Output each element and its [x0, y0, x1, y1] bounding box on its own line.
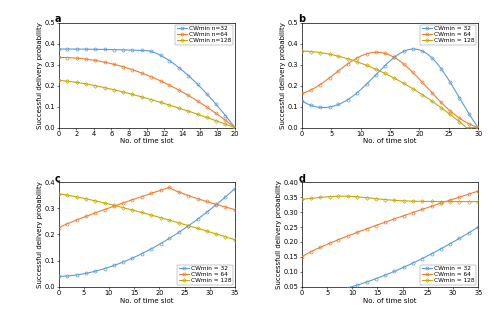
Text: b: b	[298, 14, 305, 24]
Y-axis label: Successfull delivery probability: Successfull delivery probability	[276, 180, 282, 289]
Legend: CWmin = 32, CWmin = 64, CWmin = 128: CWmin = 32, CWmin = 64, CWmin = 128	[420, 265, 476, 285]
Text: a: a	[55, 14, 61, 24]
X-axis label: No. of time slot: No. of time slot	[364, 298, 417, 304]
Y-axis label: Successful delivery probability: Successful delivery probability	[37, 181, 43, 288]
Y-axis label: Successful delivery probability: Successful delivery probability	[37, 22, 43, 129]
X-axis label: No. of time slot: No. of time slot	[120, 139, 173, 144]
Text: c: c	[55, 174, 61, 184]
X-axis label: No. of time slot: No. of time slot	[120, 298, 173, 304]
Y-axis label: Successful delivery probability: Successful delivery probability	[281, 22, 286, 129]
Legend: CWmin = 32, CWmin = 64, CWmin = 128: CWmin = 32, CWmin = 64, CWmin = 128	[420, 24, 476, 45]
Legend: CWmin n=32, CWmin n=64, CWmin n=128: CWmin n=32, CWmin n=64, CWmin n=128	[175, 24, 233, 45]
Text: d: d	[298, 174, 305, 184]
Legend: CWmin = 32, CWmin = 64, CWmin = 128: CWmin = 32, CWmin = 64, CWmin = 128	[177, 265, 233, 285]
X-axis label: No. of time slot: No. of time slot	[364, 139, 417, 144]
